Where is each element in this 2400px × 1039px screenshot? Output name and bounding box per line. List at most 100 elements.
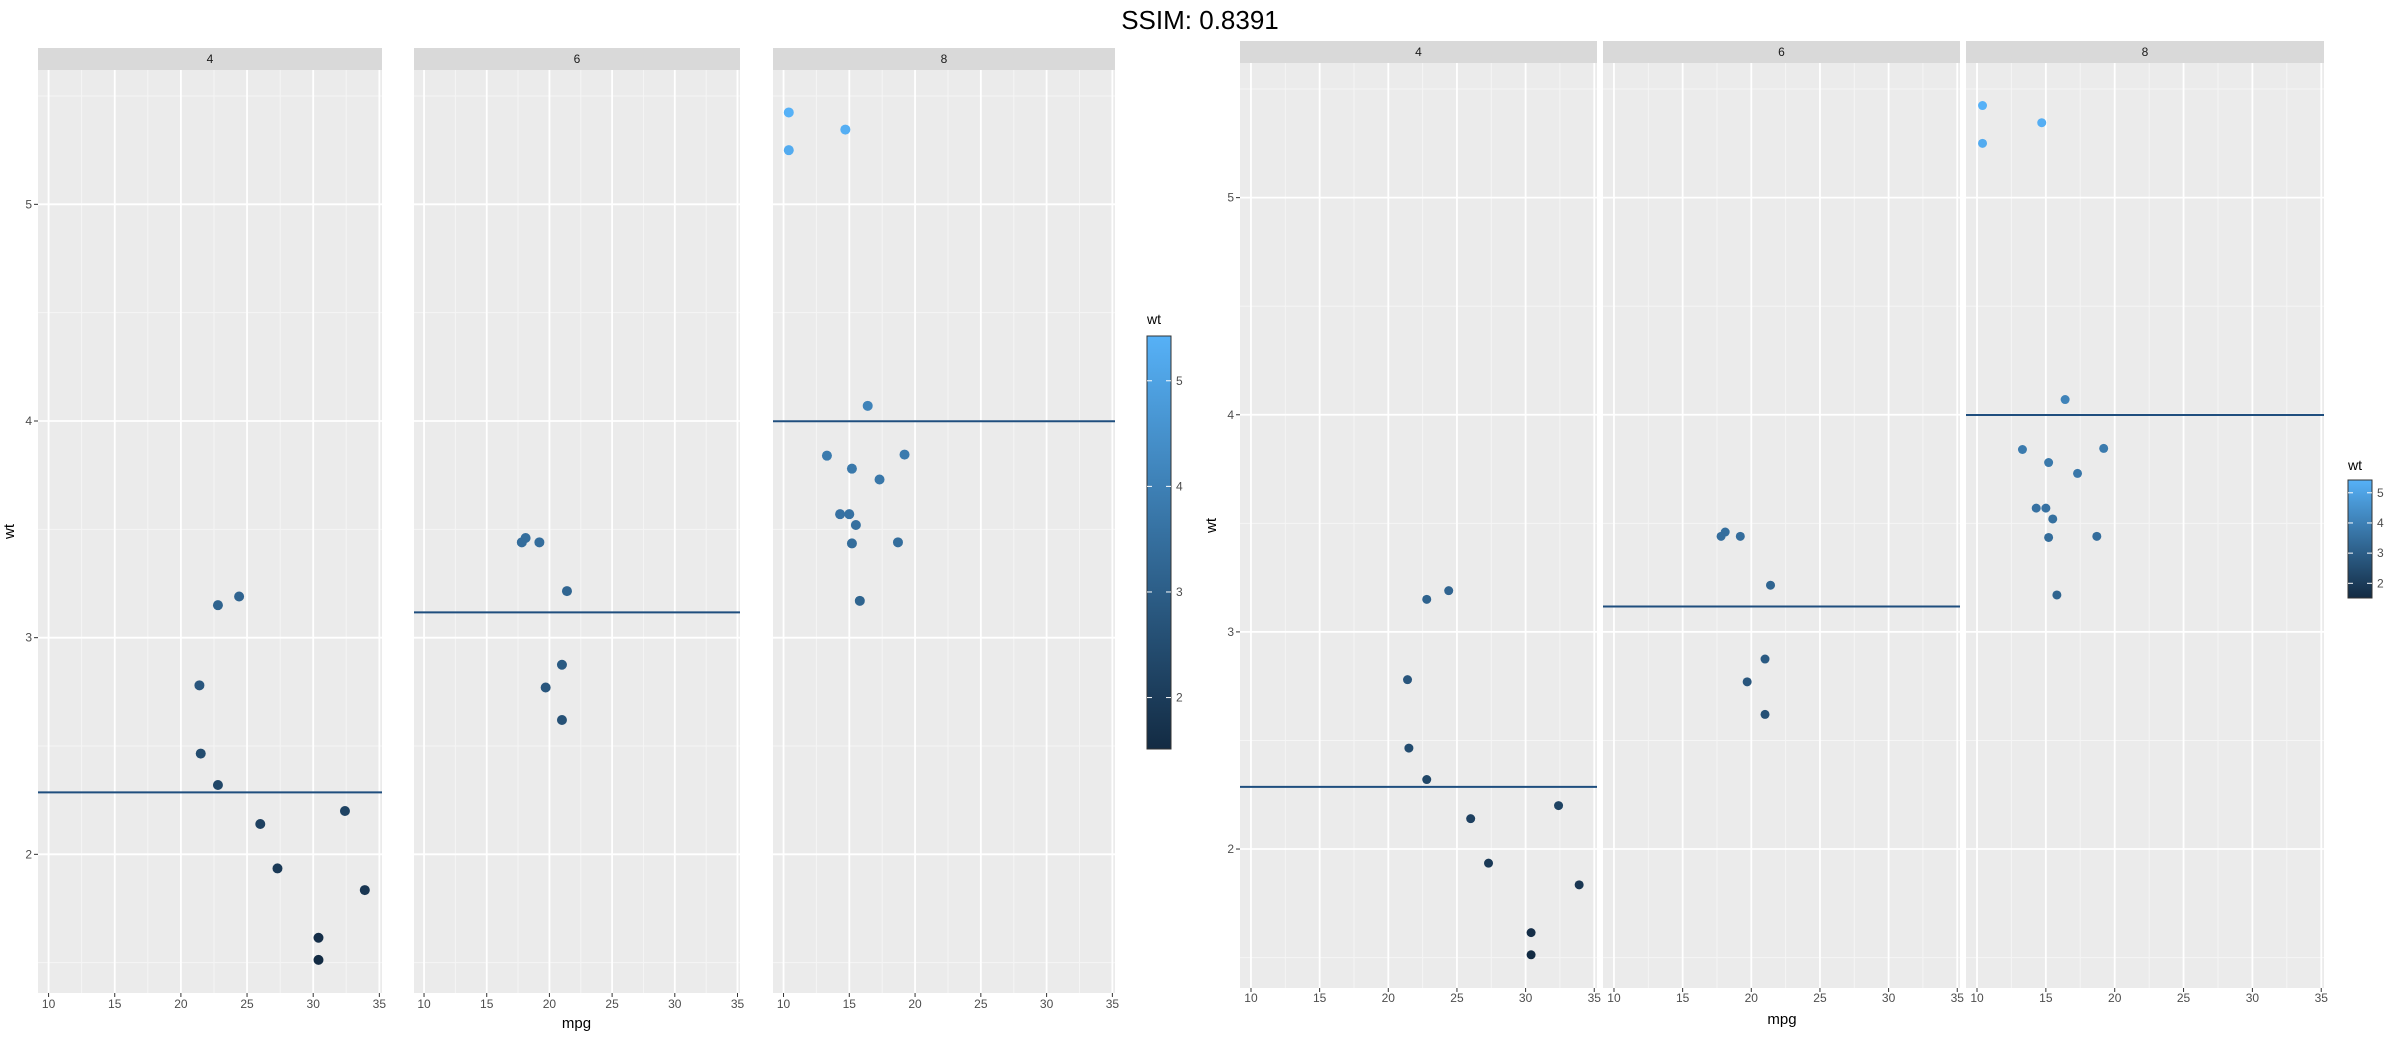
data-point [313,954,324,965]
facet-panel-6: 6 10 15 20 25 30 35 [1603,41,1964,1005]
data-point [534,537,545,548]
facet-strip [414,48,740,70]
x-tick-label: 25 [605,997,619,1011]
legend-label: 5 [1176,374,1183,388]
data-point [1484,858,1494,868]
panel-background [1240,63,1597,988]
x-tick-label: 35 [373,997,387,1011]
legend-label: 2 [1176,691,1183,705]
x-tick-label: 15 [1313,991,1327,1005]
data-point [1760,709,1770,719]
y-tick-label: 2 [1227,842,1234,856]
data-point [1766,580,1776,590]
data-point [2017,445,2027,455]
x-tick-label: 30 [1882,991,1896,1005]
legend-title: wt [1146,311,1161,327]
legend-label: 4 [1176,479,1183,493]
data-point [2041,503,2051,513]
data-point [862,400,873,411]
data-point [2060,395,2070,405]
facet-strip-label: 6 [574,52,581,66]
x-tick-label: 20 [174,997,188,1011]
facet-panel-8: 8 10 15 20 25 30 35 [773,48,1119,1011]
facet-panel-6: 6 10 15 20 25 30 35 [414,48,744,1011]
data-point [1554,801,1564,811]
data-point [783,107,794,118]
data-point [2092,531,2102,541]
data-point [272,863,283,874]
data-point [561,586,572,597]
x-tick-label: 30 [1519,991,1533,1005]
panel-background [773,70,1115,993]
x-tick-label: 20 [1382,991,1396,1005]
x-tick-label: 15 [2039,991,2053,1005]
x-tick-label: 30 [307,997,321,1011]
legend-label: 3 [1176,585,1183,599]
x-tick-label: 25 [974,997,988,1011]
y-axis-title: wt [1203,517,1220,534]
color-legend: wt 2 3 4 5 [1146,311,1183,750]
data-point [1403,675,1413,685]
x-tick-label: 20 [2108,991,2122,1005]
legend-label: 3 [2377,546,2384,560]
y-tick-label: 3 [25,631,32,645]
facet-panel-4: 4 10 15 20 25 30 35 [1240,41,1601,1005]
data-point [212,600,223,611]
data-point [359,885,370,896]
data-point [1444,586,1454,596]
data-point [846,538,857,549]
y-tick-label: 4 [25,414,32,428]
y-tick-label: 4 [1227,408,1234,422]
x-tick-label: 10 [42,997,56,1011]
data-point [2099,443,2109,453]
x-tick-label: 15 [1676,991,1690,1005]
facet-strip [1603,41,1960,63]
panel-background [1603,63,1960,988]
data-point [1978,138,1988,148]
facet-strip-label: 4 [1415,45,1422,59]
legend-label: 5 [2377,486,2384,500]
data-point [339,806,350,816]
facet-strip [38,48,382,70]
x-tick-label: 35 [1588,991,1602,1005]
x-tick-label: 35 [731,997,745,1011]
x-tick-label: 25 [1813,991,1827,1005]
data-point [783,145,794,156]
data-point [1716,531,1726,541]
data-point [2037,118,2047,128]
data-point [1574,880,1584,890]
data-point [1526,928,1536,938]
data-point [1422,594,1432,604]
x-tick-label: 25 [1450,991,1464,1005]
facet-strip [1240,41,1597,63]
data-point [835,509,846,520]
y-tick-label: 5 [1227,191,1234,205]
y-tick-label: 3 [1227,625,1234,639]
facet-panel-4: 4 10 15 20 25 30 35 [38,48,386,1011]
x-tick-label: 30 [668,997,682,1011]
legend-colorbar [1146,335,1172,750]
data-point [844,509,855,520]
x-tick-label: 35 [1951,991,1965,1005]
facet-strip [1966,41,2324,63]
facet-panel-8: 8 10 15 20 25 30 35 [1966,41,2328,1005]
data-point [1422,775,1432,785]
data-point [1735,531,1745,541]
legend-colorbar [2347,479,2373,599]
x-tick-label: 35 [1106,997,1120,1011]
data-point [556,659,567,670]
facet-strip [773,48,1115,70]
data-point [2073,468,2083,478]
x-tick-label: 25 [2177,991,2191,1005]
facet-strip-label: 8 [941,52,948,66]
y-axis-title: wt [1,523,18,540]
data-point [1466,814,1476,824]
color-legend: wt 2 3 4 5 [2347,457,2384,599]
data-point [846,463,857,474]
data-point [313,932,324,943]
x-tick-label: 25 [240,997,254,1011]
x-axis-title: mpg [562,1015,591,1032]
panel-background [38,70,382,993]
